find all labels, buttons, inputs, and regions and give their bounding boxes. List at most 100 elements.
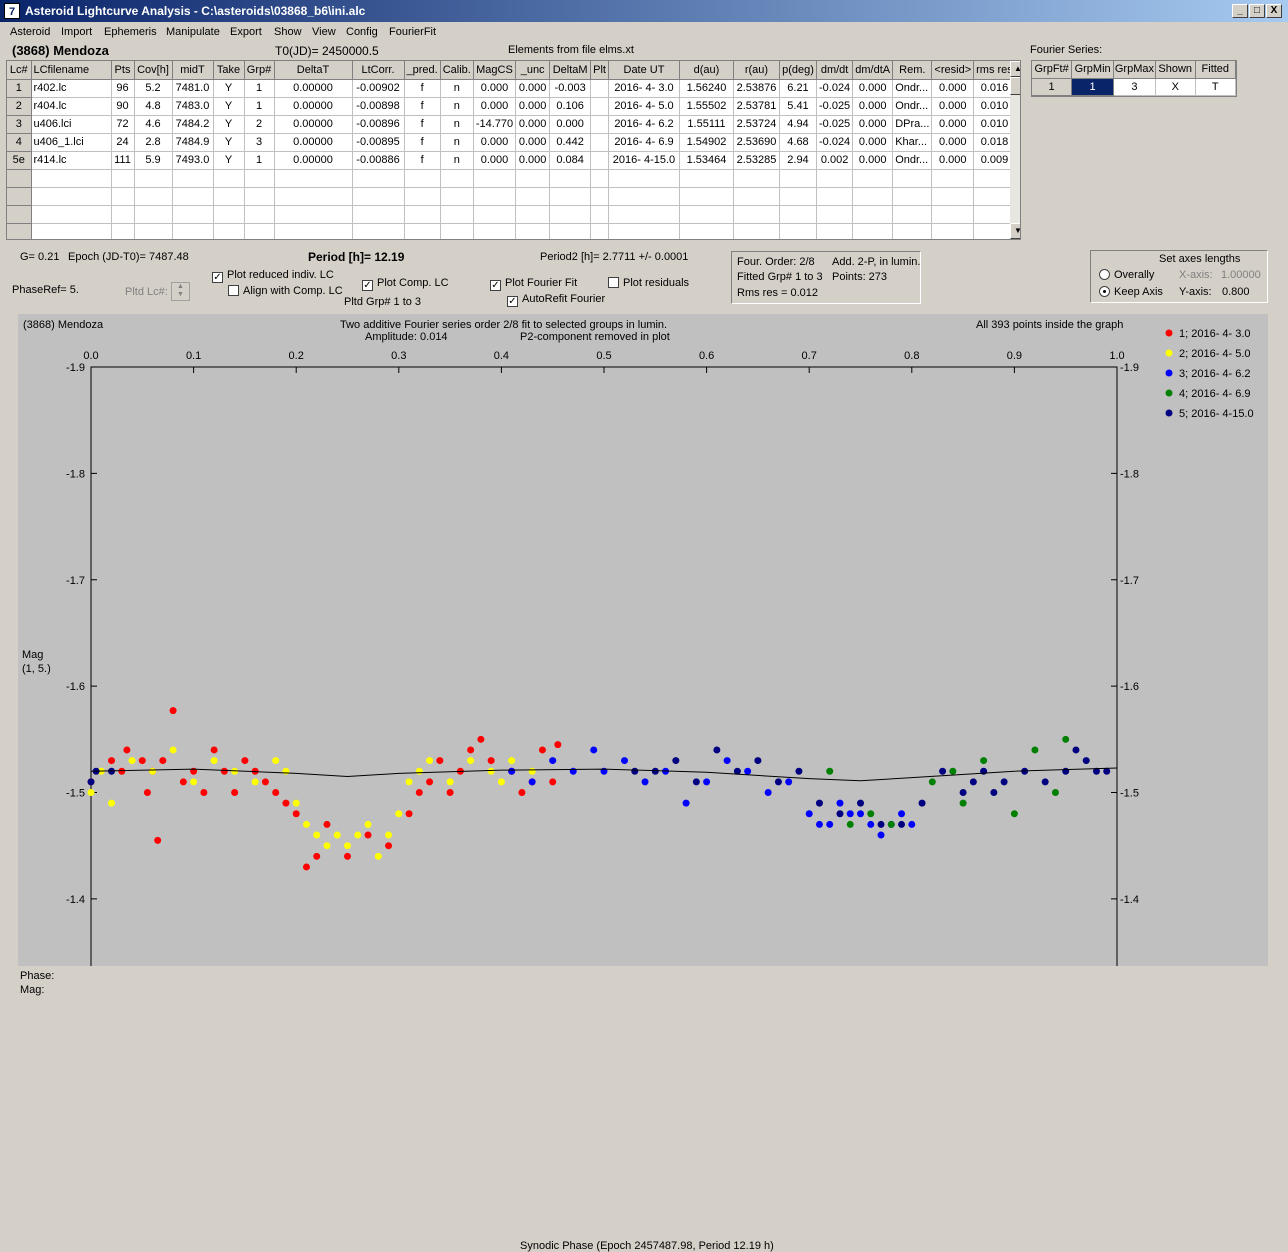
data-point-series-2[interactable] <box>313 831 321 839</box>
data-point-series-2[interactable] <box>302 820 310 828</box>
close-button[interactable]: X <box>1266 4 1282 18</box>
table-cell[interactable]: 0.000 <box>515 151 551 170</box>
table-cell[interactable]: 0.000 <box>473 133 517 152</box>
table-cell[interactable]: -0.00886 <box>352 151 405 170</box>
data-point-series-2[interactable] <box>395 810 403 818</box>
data-point-series-2[interactable] <box>210 757 218 765</box>
table-cell[interactable] <box>172 187 214 206</box>
table-cell[interactable]: Ondr... <box>892 97 933 116</box>
table-cell[interactable] <box>679 169 734 188</box>
data-point-series-2[interactable] <box>405 778 413 786</box>
data-point-series-1[interactable] <box>518 789 526 796</box>
table-cell[interactable]: -0.00896 <box>352 115 405 134</box>
data-point-series-3[interactable] <box>621 757 629 765</box>
table-cell[interactable] <box>590 79 609 98</box>
plot-fourier-checkbox[interactable]: ✓ Plot Fourier Fit <box>490 277 577 291</box>
data-point-series-1[interactable] <box>169 707 177 715</box>
scroll-up-icon[interactable]: ▲ <box>1010 61 1020 77</box>
table-cell[interactable]: 1 <box>7 79 32 98</box>
table-cell[interactable]: 0.00000 <box>274 79 353 98</box>
table-cell[interactable] <box>213 169 245 188</box>
data-point-series-5[interactable] <box>877 820 885 828</box>
table-cell[interactable]: n <box>440 79 474 98</box>
table-cell[interactable] <box>473 187 517 206</box>
menu-config[interactable]: Config <box>346 26 378 38</box>
data-point-series-5[interactable] <box>713 746 721 754</box>
table-cell[interactable] <box>111 223 135 239</box>
table-scrollbar[interactable]: ▲ ▼ <box>1010 61 1020 239</box>
data-point-series-3[interactable] <box>805 810 813 818</box>
data-point-series-1[interactable] <box>159 757 167 765</box>
table-cell[interactable]: -14.770 <box>473 115 517 134</box>
table-cell[interactable]: 90 <box>111 97 135 116</box>
data-point-series-2[interactable] <box>528 767 536 775</box>
table-cell[interactable] <box>931 187 975 206</box>
table-cell[interactable]: 96 <box>111 79 135 98</box>
table-cell[interactable] <box>779 223 817 239</box>
table-cell[interactable]: 0.000 <box>931 133 975 152</box>
table-cell[interactable] <box>31 187 112 206</box>
table-cell[interactable] <box>172 205 214 224</box>
table-cell[interactable] <box>852 169 894 188</box>
table-cell[interactable]: 3 <box>244 133 275 152</box>
table-cell[interactable] <box>134 169 173 188</box>
table-cell[interactable] <box>590 133 609 152</box>
table-cell[interactable] <box>590 115 609 134</box>
menu-fourierfit[interactable]: FourierFit <box>389 26 437 38</box>
table-cell[interactable]: -0.025 <box>816 97 854 116</box>
column-header[interactable]: DeltaT <box>274 61 353 80</box>
plot-reduced-checkbox[interactable]: ✓ Plot reduced indiv. LC <box>212 269 334 283</box>
data-point-series-1[interactable] <box>154 836 162 844</box>
data-point-series-3[interactable] <box>764 789 772 796</box>
data-point-series-1[interactable] <box>118 767 126 775</box>
data-point-series-1[interactable] <box>323 820 331 828</box>
table-cell[interactable]: -0.00895 <box>352 133 405 152</box>
table-cell[interactable]: 4.94 <box>779 115 817 134</box>
data-point-series-3[interactable] <box>590 746 598 754</box>
chart-svg[interactable]: 0.00.00.10.10.20.20.30.30.40.40.50.50.60… <box>18 314 1268 966</box>
table-cell[interactable]: 1.55111 <box>679 115 734 134</box>
data-point-series-5[interactable] <box>918 799 926 807</box>
table-cell[interactable]: f <box>404 133 441 152</box>
table-cell[interactable] <box>931 205 975 224</box>
data-point-series-5[interactable] <box>1082 757 1090 765</box>
table-cell[interactable]: 2.53724 <box>733 115 780 134</box>
data-point-series-1[interactable] <box>261 778 269 786</box>
data-point-series-2[interactable] <box>487 767 495 775</box>
table-cell[interactable] <box>779 187 817 206</box>
table-cell[interactable] <box>816 205 854 224</box>
data-point-series-2[interactable] <box>149 767 157 775</box>
data-point-series-4[interactable] <box>826 767 834 775</box>
data-point-series-3[interactable] <box>744 767 752 775</box>
table-cell[interactable]: 72 <box>111 115 135 134</box>
table-cell[interactable] <box>404 169 441 188</box>
table-cell[interactable] <box>111 205 135 224</box>
table-cell[interactable] <box>274 169 353 188</box>
data-point-series-5[interactable] <box>836 810 844 818</box>
table-row[interactable]: 2 r404.lc 90 4.8 7483.0 Y 1 0.00000 -0.00898 f n 0.… <box>7 97 1016 116</box>
column-header[interactable]: rms res <box>973 61 1016 80</box>
table-cell[interactable]: 0.000 <box>515 79 551 98</box>
data-point-series-4[interactable] <box>887 820 895 828</box>
table-cell[interactable]: 2.53285 <box>733 151 780 170</box>
table-cell[interactable] <box>852 187 894 206</box>
table-cell[interactable]: Y <box>213 115 245 134</box>
data-point-series-3[interactable] <box>836 799 844 807</box>
table-cell[interactable] <box>733 187 780 206</box>
table-cell[interactable] <box>590 151 609 170</box>
data-point-series-2[interactable] <box>333 831 341 839</box>
data-point-series-1[interactable] <box>313 852 321 860</box>
data-point-series-3[interactable] <box>898 810 906 818</box>
data-point-series-1[interactable] <box>143 789 151 796</box>
column-header[interactable]: midT <box>172 61 214 80</box>
table-cell[interactable] <box>31 205 112 224</box>
table-cell[interactable] <box>473 223 517 239</box>
column-header[interactable]: p(deg) <box>779 61 817 80</box>
data-point-series-1[interactable] <box>241 757 249 765</box>
empty-row[interactable] <box>7 187 1016 206</box>
table-cell[interactable] <box>515 223 551 239</box>
empty-row[interactable] <box>7 205 1016 224</box>
table-cell[interactable] <box>440 169 474 188</box>
table-cell[interactable] <box>134 187 173 206</box>
data-point-series-1[interactable] <box>364 831 372 839</box>
